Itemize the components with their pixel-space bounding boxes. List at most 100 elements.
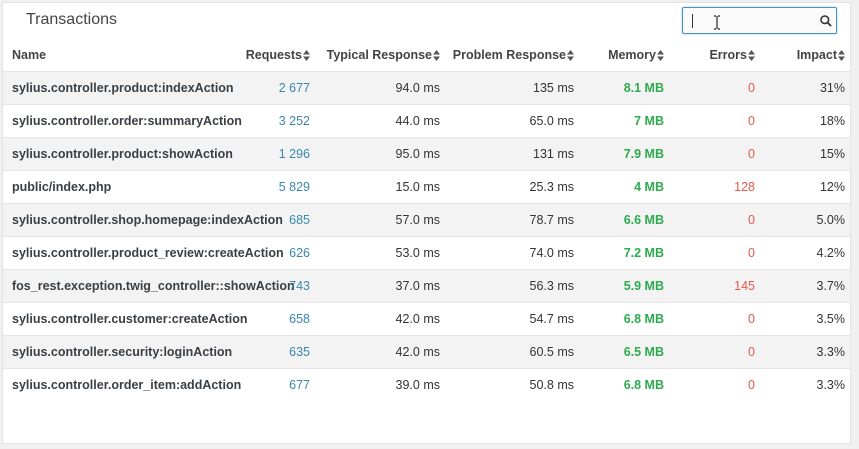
sort-icon[interactable] — [303, 49, 310, 61]
cell-memory: 6.8 MB — [583, 367, 673, 401]
table-row[interactable]: sylius.controller.customer:createAction 6… — [3, 301, 850, 335]
cell-impact: 5.0% — [763, 202, 850, 236]
cell-impact: 12% — [763, 169, 850, 203]
cell-requests[interactable]: 743 — [237, 268, 319, 302]
cell-memory: 7.2 MB — [583, 235, 673, 269]
cell-problem-response: 78.7 ms — [449, 202, 583, 236]
cell-problem-response: 131 ms — [449, 136, 583, 170]
cell-memory: 7.9 MB — [583, 136, 673, 170]
cell-impact: 3.3% — [763, 367, 850, 401]
cell-errors: 0 — [673, 367, 763, 401]
table-row[interactable]: fos_rest.exception.twig_controller::show… — [3, 268, 850, 302]
cell-errors: 0 — [673, 301, 763, 335]
search-icon[interactable] — [819, 14, 833, 28]
cell-requests[interactable]: 5 829 — [237, 169, 319, 203]
cell-memory: 8.1 MB — [583, 70, 673, 104]
table-row[interactable]: sylius.controller.order_item:addAction 67… — [3, 367, 850, 401]
cell-impact: 3.3% — [763, 334, 850, 368]
column-header-name[interactable]: Name — [3, 39, 237, 71]
cell-name[interactable]: sylius.controller.order_item:addAction — [3, 367, 241, 401]
column-label: Problem Response — [452, 47, 566, 62]
cell-name[interactable]: sylius.controller.shop.homepage:indexAct… — [3, 202, 283, 236]
cell-memory: 6.6 MB — [583, 202, 673, 236]
cell-impact: 4.2% — [763, 235, 850, 269]
sort-icon[interactable] — [433, 49, 440, 61]
cell-problem-response: 25.3 ms — [449, 169, 583, 203]
cell-typical-response: 39.0 ms — [319, 367, 449, 401]
search-box[interactable] — [682, 7, 837, 34]
cell-name[interactable]: sylius.controller.product:showAction — [3, 136, 237, 170]
cell-name[interactable]: sylius.controller.product:indexAction — [3, 70, 237, 104]
cell-requests[interactable]: 635 — [237, 334, 319, 368]
column-header-typical-response[interactable]: Typical Response — [319, 39, 449, 71]
cell-name[interactable]: sylius.controller.security:loginAction — [3, 334, 237, 368]
cell-problem-response: 65.0 ms — [449, 103, 583, 137]
cell-requests[interactable]: 2 677 — [237, 70, 319, 104]
table-row[interactable]: sylius.controller.product:indexAction 2 6… — [3, 70, 850, 104]
column-label: Name — [12, 47, 47, 62]
text-caret — [692, 14, 693, 28]
cell-requests[interactable]: 3 252 — [237, 103, 319, 137]
search-input[interactable] — [685, 10, 813, 31]
cell-requests[interactable]: 677 — [237, 367, 319, 401]
transactions-table: Name Requests Typical Response Problem R… — [3, 39, 850, 401]
table-row[interactable]: sylius.controller.order:summaryAction 3 2… — [3, 103, 850, 137]
cell-errors: 145 — [673, 268, 763, 302]
table-row[interactable]: public/index.php 5 829 15.0 ms 25.3 ms 4 MB 1… — [3, 169, 850, 203]
cell-typical-response: 53.0 ms — [319, 235, 449, 269]
cell-requests[interactable]: 626 — [237, 235, 319, 269]
cell-impact: 15% — [763, 136, 850, 170]
cell-impact: 3.5% — [763, 301, 850, 335]
table-row[interactable]: sylius.controller.product_review:createA… — [3, 235, 850, 269]
table-row[interactable]: sylius.controller.security:loginAction 63… — [3, 334, 850, 368]
cell-requests[interactable]: 658 — [237, 301, 319, 335]
panel-header: Transactions — [3, 3, 850, 39]
column-label: Requests — [245, 47, 302, 62]
column-header-memory[interactable]: Memory — [583, 39, 673, 71]
cell-errors: 128 — [673, 169, 763, 203]
cell-name[interactable]: public/index.php — [3, 169, 237, 203]
cell-memory: 6.8 MB — [583, 301, 673, 335]
cell-name[interactable]: sylius.controller.customer:createAction — [3, 301, 248, 335]
table-header-row: Name Requests Typical Response Problem R… — [3, 39, 850, 71]
cell-problem-response: 60.5 ms — [449, 334, 583, 368]
cell-errors: 0 — [673, 334, 763, 368]
cell-name[interactable]: fos_rest.exception.twig_controller::show… — [3, 268, 295, 302]
column-label: Typical Response — [326, 47, 432, 62]
text-cursor-icon — [714, 15, 720, 30]
sort-icon[interactable] — [567, 49, 574, 61]
cell-memory: 4 MB — [583, 169, 673, 203]
cell-memory: 6.5 MB — [583, 334, 673, 368]
column-header-problem-response[interactable]: Problem Response — [449, 39, 583, 71]
cell-problem-response: 135 ms — [449, 70, 583, 104]
sort-icon[interactable] — [838, 49, 845, 61]
cell-requests[interactable]: 1 296 — [237, 136, 319, 170]
cell-requests[interactable]: 685 — [237, 202, 319, 236]
cell-typical-response: 37.0 ms — [319, 268, 449, 302]
cell-name[interactable]: sylius.controller.product_review:createA… — [3, 235, 284, 269]
column-header-requests[interactable]: Requests — [237, 39, 319, 71]
table-body: sylius.controller.product:indexAction 2 6… — [3, 70, 850, 401]
cell-name[interactable]: sylius.controller.order:summaryAction — [3, 103, 242, 137]
cell-memory: 7 MB — [583, 103, 673, 137]
cell-typical-response: 15.0 ms — [319, 169, 449, 203]
panel-title: Transactions — [26, 11, 117, 28]
cell-errors: 0 — [673, 103, 763, 137]
cell-errors: 0 — [673, 70, 763, 104]
cell-typical-response: 57.0 ms — [319, 202, 449, 236]
cell-impact: 31% — [763, 70, 850, 104]
column-label: Impact — [796, 47, 837, 62]
cell-errors: 0 — [673, 235, 763, 269]
column-header-impact[interactable]: Impact — [763, 39, 850, 71]
cell-errors: 0 — [673, 202, 763, 236]
table-row[interactable]: sylius.controller.product:showAction 1 29… — [3, 136, 850, 170]
cell-problem-response: 54.7 ms — [449, 301, 583, 335]
table-row[interactable]: sylius.controller.shop.homepage:indexAct… — [3, 202, 850, 236]
sort-icon[interactable] — [657, 49, 664, 61]
cell-typical-response: 95.0 ms — [319, 136, 449, 170]
cell-problem-response: 74.0 ms — [449, 235, 583, 269]
sort-icon[interactable] — [748, 49, 755, 61]
cell-problem-response: 56.3 ms — [449, 268, 583, 302]
column-header-errors[interactable]: Errors — [673, 39, 763, 71]
cell-typical-response: 42.0 ms — [319, 301, 449, 335]
